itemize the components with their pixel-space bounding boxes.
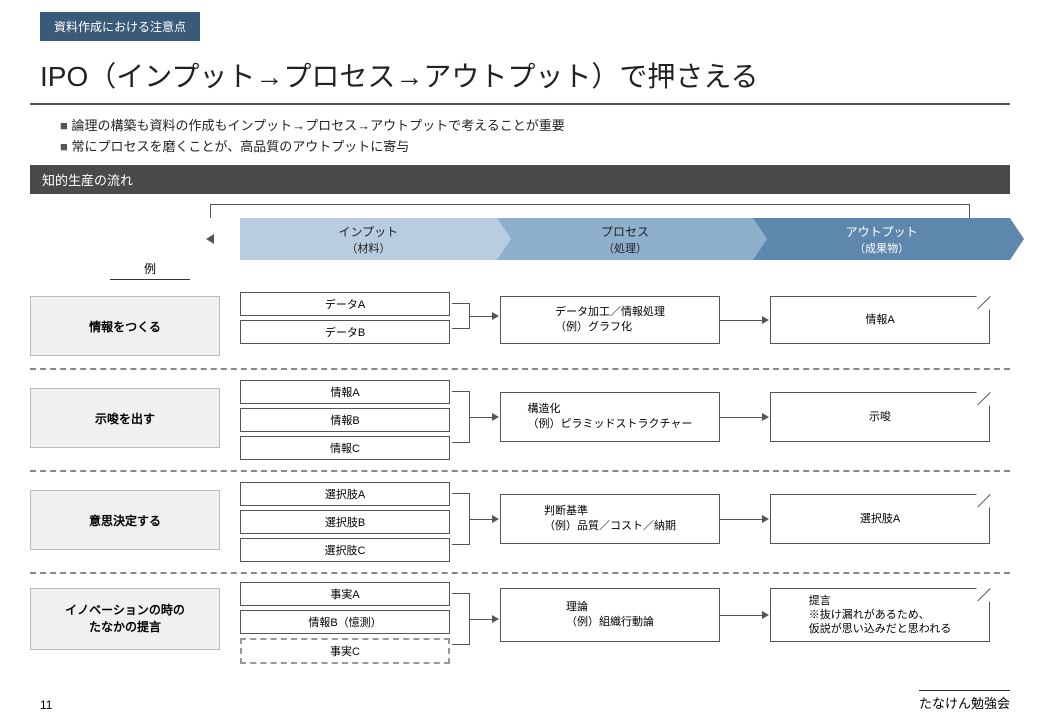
input-box: 事実C [240,638,450,664]
feedback-loop-arrowhead [206,234,214,244]
bracket-connector [452,593,470,645]
row-label: 示唆を出す [30,388,220,448]
flow-row: イノベーションの時のたなかの提言事実A 情報B（憶測） 事実C 理論（例）組織行動論提… [30,572,1010,662]
example-label: 例 [110,260,190,280]
category-badge: 資料作成における注意点 [40,12,200,41]
header-arrow-2: プロセス（処理） [497,218,754,260]
header-arrows: インプット（材料）プロセス（処理）アウトプット（成果物） [240,218,1010,260]
bullet-list: 論理の構築も資料の作成もインプット→プロセス→アウトプットで考えることが重要常に… [60,115,1040,155]
input-stack: データA データB [240,292,450,344]
input-box: 情報B（憶測） [240,610,450,634]
arrowhead-icon [492,413,499,421]
bullet-item: 常にプロセスを磨くことが、高品質のアウトプットに寄与 [60,136,1040,155]
output-box: 示唆 [770,392,990,442]
input-stack: 事実A 情報B（憶測） 事実C [240,582,450,664]
input-box: 情報C [240,436,450,460]
output-box: 選択肢A [770,494,990,544]
input-box: データB [240,320,450,344]
page-title: IPO（インプット→プロセス→アウトプット）で押さえる [40,55,1040,95]
process-box: 判断基準（例）品質／コスト／納期 [500,494,720,544]
bracket-connector [452,493,470,545]
row-label: イノベーションの時のたなかの提言 [30,588,220,650]
ipo-diagram: インプット（材料）プロセス（処理）アウトプット（成果物） 例 情報をつくるデータ… [30,200,1010,680]
input-box: データA [240,292,450,316]
header-arrow-1: インプット（材料） [240,218,497,260]
process-box: データ加工／情報処理（例）グラフ化 [500,296,720,344]
input-stack: 情報A 情報B 情報C [240,380,450,460]
output-box: 情報A [770,296,990,344]
input-box: 事実A [240,582,450,606]
bracket-connector [452,303,470,329]
row-label: 意思決定する [30,490,220,550]
connector [470,519,492,520]
connector [720,417,762,418]
section-header: 知的生産の流れ [30,165,1010,194]
process-box: 理論（例）組織行動論 [500,588,720,642]
arrowhead-icon [762,413,769,421]
footer-credit: たなけん勉強会 [919,690,1010,712]
arrowhead-icon [492,515,499,523]
row-label: 情報をつくる [30,296,220,356]
bullet-item: 論理の構築も資料の作成もインプット→プロセス→アウトプットで考えることが重要 [60,115,1040,134]
connector [720,320,762,321]
bracket-connector [452,391,470,443]
input-box: 情報B [240,408,450,432]
page-number: 11 [40,698,52,712]
flow-row: 意思決定する選択肢A選択肢B選択肢C判断基準（例）品質／コスト／納期選択肢A [30,470,1010,566]
arrowhead-icon [762,515,769,523]
flow-row: 情報をつくるデータA データB データ加工／情報処理（例）グラフ化 情報A [30,286,1010,362]
process-box: 構造化（例）ピラミッドストラクチャー [500,392,720,442]
connector [470,417,492,418]
arrowhead-icon [762,316,769,324]
output-box: 提言※抜け漏れがあるため、仮説が思い込みだと思われる [770,588,990,642]
feedback-loop-top [210,204,970,218]
flow-row: 示唆を出す情報A 情報B 情報C 構造化（例）ピラミッドストラクチャー示唆 [30,368,1010,464]
arrowhead-icon [762,611,769,619]
connector [720,615,762,616]
connector [470,619,492,620]
input-box: 選択肢C [240,538,450,562]
arrowhead-icon [492,312,499,320]
arrowhead-icon [492,615,499,623]
input-box: 選択肢A [240,482,450,506]
connector [470,316,492,317]
input-stack: 選択肢A 選択肢B 選択肢C [240,482,450,562]
connector [720,519,762,520]
input-box: 選択肢B [240,510,450,534]
input-box: 情報A [240,380,450,404]
header-arrow-3: アウトプット（成果物） [753,218,1010,260]
title-rule [30,103,1010,105]
